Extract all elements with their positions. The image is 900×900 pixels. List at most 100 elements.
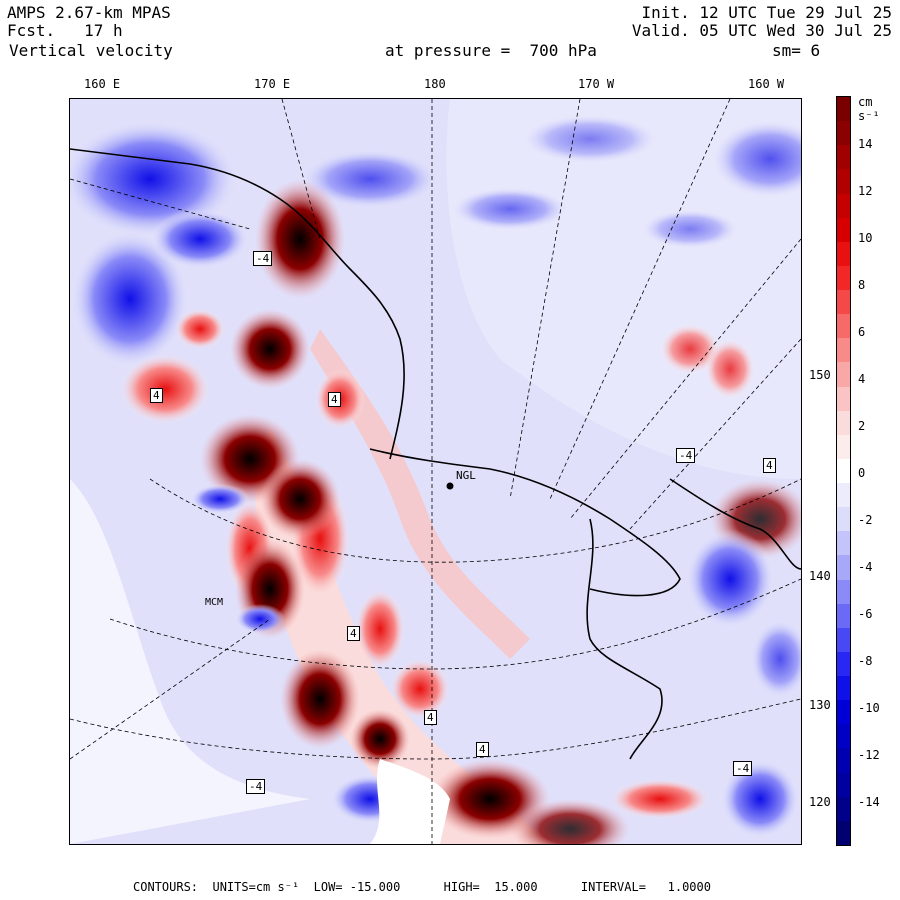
colorbar-segment: [837, 724, 850, 749]
colorbar-segment: [837, 579, 850, 605]
contour-label: 4: [328, 392, 341, 407]
colorbar-segment: [837, 217, 850, 243]
colorbar-segment: [837, 410, 850, 436]
colorbar-tick-label: -6: [858, 607, 873, 621]
colorbar-segment: [837, 241, 850, 267]
map-field-svg: [70, 99, 801, 844]
colorbar-segment: [837, 193, 850, 219]
station-label-mcm: MCM: [205, 597, 224, 608]
ice-white-area: [370, 759, 450, 844]
dark-core: [510, 799, 630, 844]
colorbar-tick-label: 10: [858, 231, 873, 245]
colorbar-tick-label: -4: [858, 560, 873, 574]
colorbar-tick-label: -8: [858, 654, 873, 668]
colorbar-segment: [837, 121, 850, 146]
init-time: Init. 12 UTC Tue 29 Jul 25: [641, 3, 892, 22]
colorbar-tick-label: -10: [858, 701, 880, 715]
colorbar-segment: [837, 603, 850, 629]
blue-patch: [520, 114, 660, 164]
blue-patch: [710, 119, 801, 199]
contour-label: 4: [476, 742, 489, 757]
colorbar-segment: [837, 434, 850, 460]
colorbar-tick-label: 8: [858, 278, 866, 292]
contour-label: 4: [150, 388, 163, 403]
colorbar-tick-label: 4: [858, 372, 866, 386]
red-core: [610, 779, 710, 819]
colorbar-units: cm s⁻¹: [858, 95, 880, 123]
colorbar-segment: [837, 748, 850, 774]
dark-core: [280, 649, 360, 749]
contour-label: 4: [347, 626, 360, 641]
blue-patch: [70, 119, 240, 239]
colorbar-segment: [837, 772, 850, 798]
colorbar-segment: [837, 338, 850, 363]
colorbar-tick-label: -2: [858, 513, 873, 527]
blue-patch: [450, 187, 570, 231]
vertical-velocity-map: NGL MCM 4 -4 4 -4 4 4 -4 4 -4 4: [69, 98, 802, 845]
blue-pocket: [750, 619, 801, 699]
blue-pocket: [235, 604, 285, 634]
contour-label: 4: [763, 458, 776, 473]
colorbar-segment: [837, 555, 850, 581]
contour-label: -4: [676, 448, 696, 463]
smoothing: sm= 6: [772, 41, 821, 60]
valid-time: Valid. 05 UTC Wed 30 Jul 25: [631, 21, 892, 40]
field-name: Vertical velocity: [9, 41, 173, 60]
blue-patch: [150, 209, 250, 269]
red-core: [355, 589, 405, 669]
blue-pocket: [685, 529, 775, 629]
colorbar-segment: [837, 507, 850, 532]
station-marker: [446, 482, 454, 490]
colorbar-segment: [837, 458, 850, 484]
colorbar-segment: [837, 145, 850, 170]
colorbar-segment: [837, 386, 850, 412]
station-label-ngl: NGL: [456, 469, 476, 482]
red-core: [660, 324, 720, 374]
pressure-level: at pressure = 700 hPa: [385, 41, 597, 60]
colorbar-tick-label: 2: [858, 419, 866, 433]
blue-pocket: [720, 759, 800, 839]
coastline: [70, 148, 801, 760]
red-core: [120, 354, 210, 424]
colorbar-segment: [837, 820, 850, 846]
contour-label: -4: [733, 761, 753, 776]
dark-core: [350, 709, 410, 769]
blue-patch: [300, 149, 440, 209]
colorbar-tick-label: 12: [858, 184, 873, 198]
colorbar-segment: [837, 651, 850, 677]
model-title: AMPS 2.67-km MPAS: [7, 3, 171, 22]
ice-shelf-zone: [70, 479, 310, 844]
contour-label: -4: [246, 779, 266, 794]
colorbar-segment: [837, 362, 850, 388]
red-core: [705, 339, 755, 399]
colorbar-segment: [837, 483, 850, 508]
lon-label-170e: 170 E: [254, 77, 291, 91]
dark-core: [260, 459, 340, 539]
colorbar-tick-label: -14: [858, 795, 880, 809]
colorbar-segment: [837, 169, 850, 194]
colorbar-segment: [837, 627, 850, 653]
colorbar-segment: [837, 314, 850, 339]
colorbar-segment: [837, 97, 850, 122]
contour-footer: CONTOURS: UNITS=cm s⁻¹ LOW= -15.000 HIGH…: [133, 880, 711, 894]
lon-label-160w: 160 W: [748, 77, 785, 91]
colorbar: [836, 96, 851, 846]
red-core: [175, 309, 225, 349]
colorbar-segment: [837, 290, 850, 315]
colorbar-tick-label: 0: [858, 466, 866, 480]
dark-core: [255, 179, 345, 299]
contour-label: -4: [253, 251, 273, 266]
pink-streak: [310, 329, 530, 659]
colorbar-segment: [837, 700, 850, 725]
colorbar-segment: [837, 796, 850, 822]
blue-patch: [70, 229, 190, 369]
contour-label: 4: [424, 710, 437, 725]
graticule: [70, 99, 801, 844]
dark-core: [230, 309, 310, 389]
colorbar-tick-label: 14: [858, 137, 873, 151]
lon-label-160e: 160 E: [84, 77, 121, 91]
red-core: [390, 659, 450, 719]
lon-label-180: 180: [424, 77, 446, 91]
blue-pocket: [190, 484, 250, 514]
colorbar-tick-label: -12: [858, 748, 880, 762]
